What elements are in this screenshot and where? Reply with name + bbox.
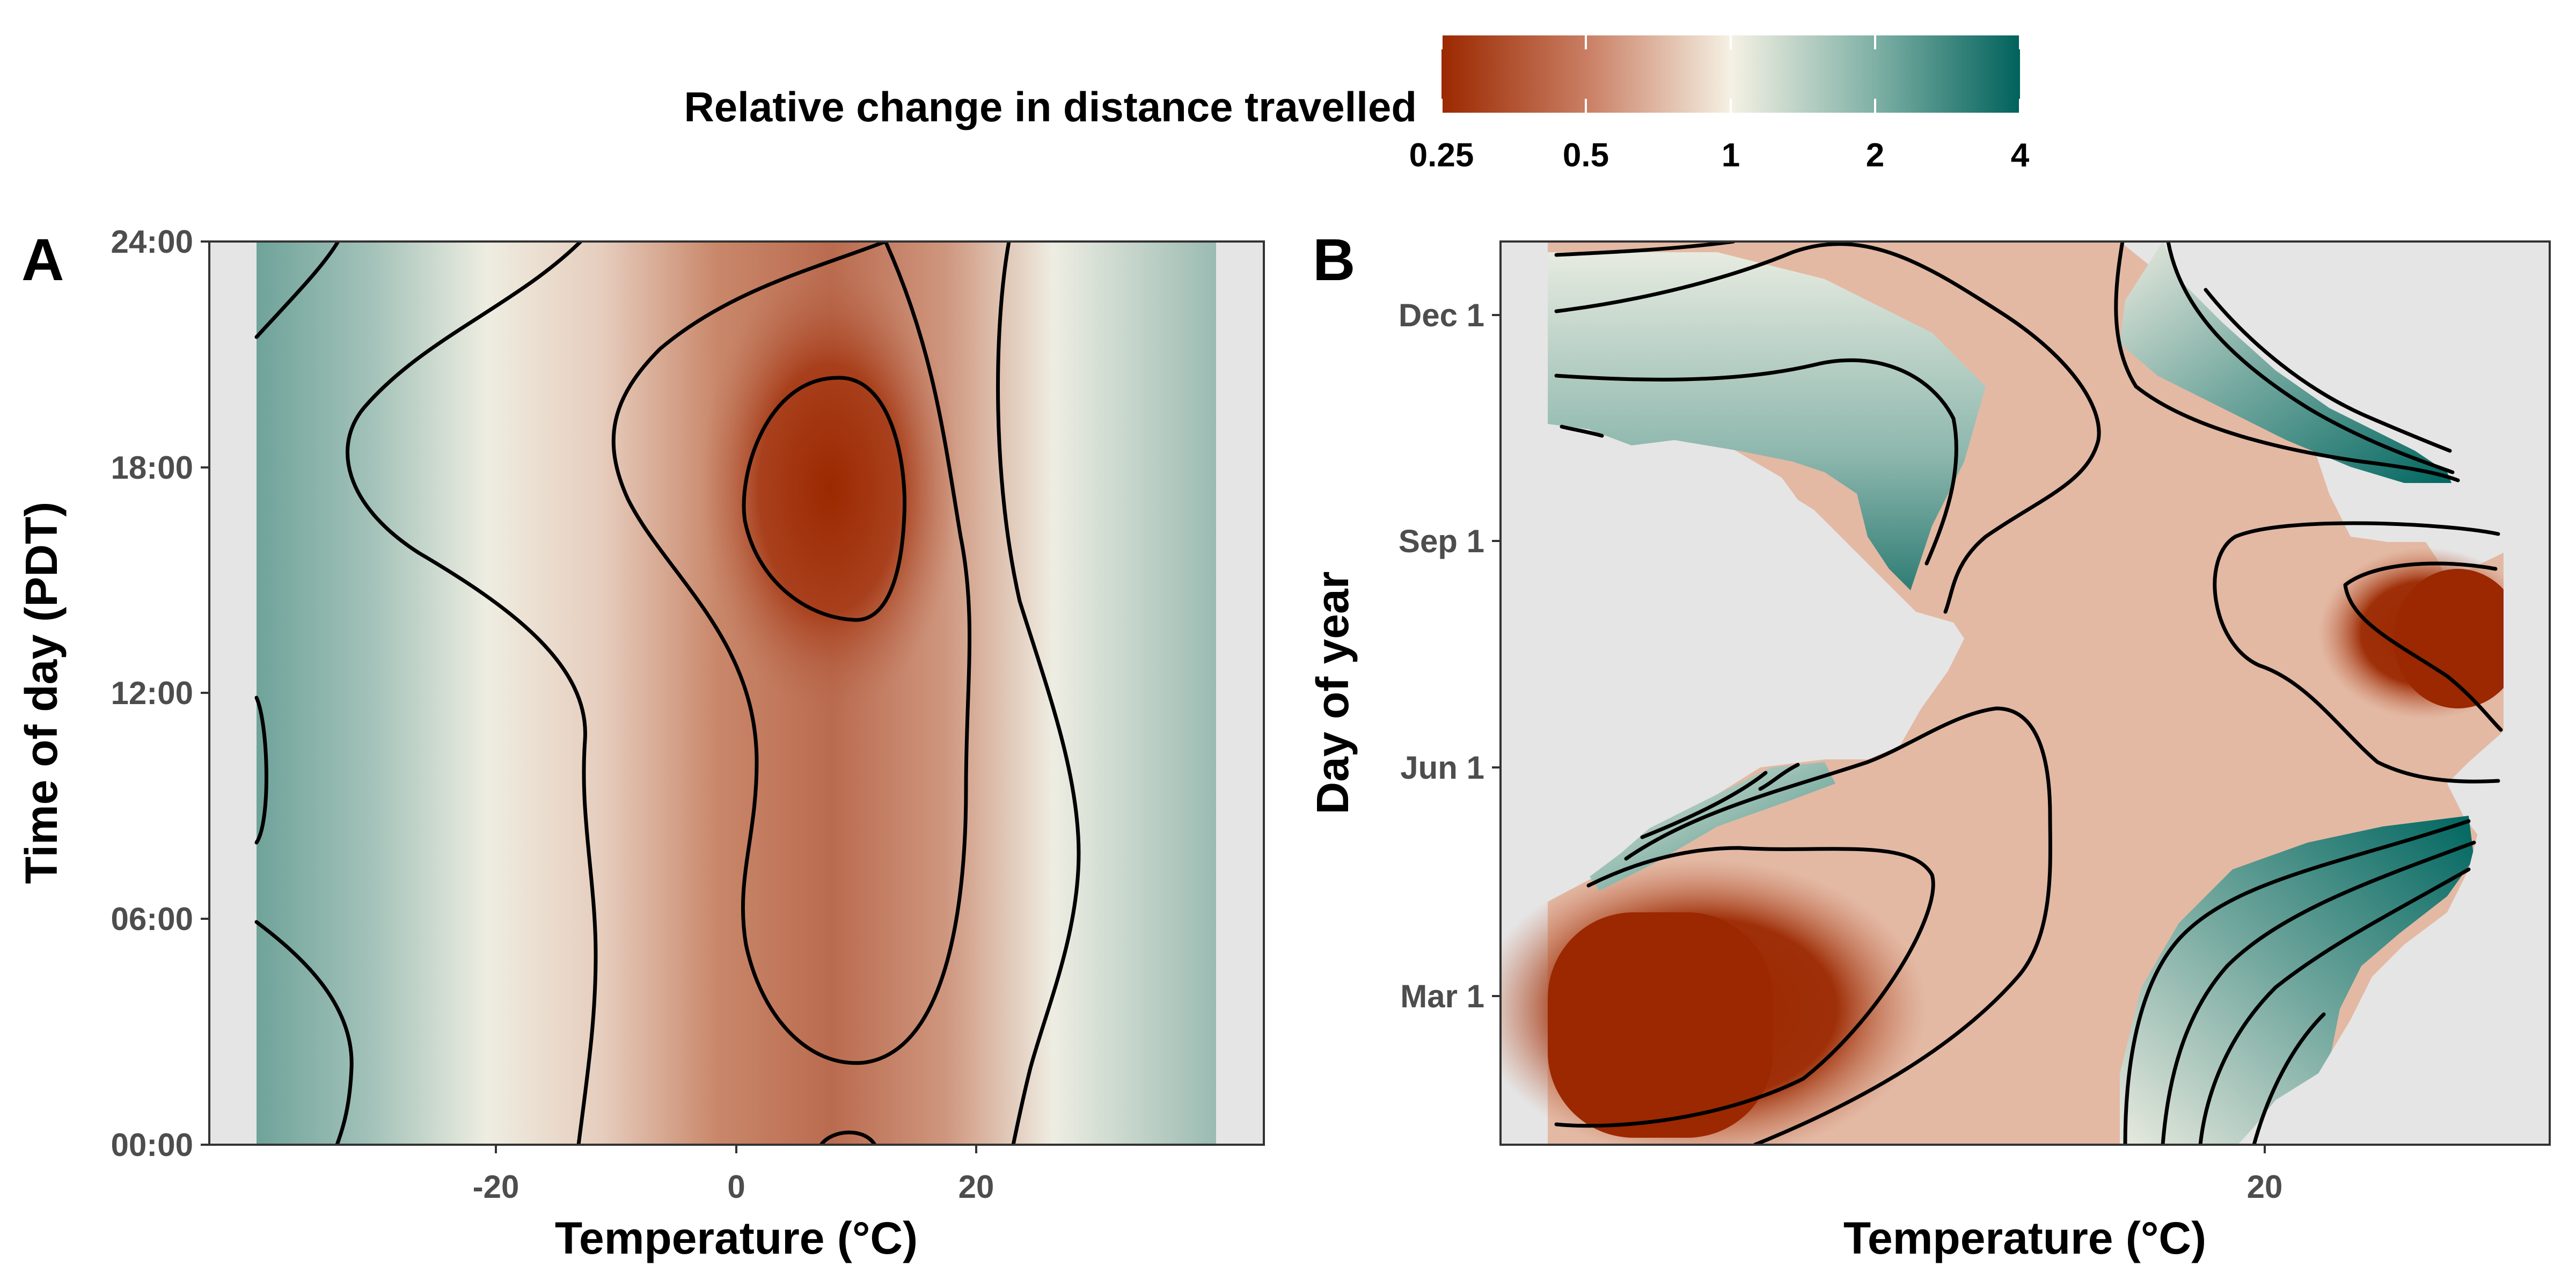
panel-b: B bbox=[1307, 227, 2551, 1263]
a-xtick-0: -20 bbox=[473, 1169, 519, 1205]
a-ytick-2: 12:00 bbox=[111, 675, 193, 711]
b-ytick-1: Jun 1 bbox=[1400, 750, 1484, 786]
a-xtick-2: 20 bbox=[958, 1169, 994, 1205]
contour-a4 bbox=[346, 241, 598, 1145]
legend-title: Relative change in distance travelled bbox=[684, 83, 1417, 130]
colorbar-ticks bbox=[1440, 35, 2021, 113]
b-xlabel: Temperature (°C) bbox=[1843, 1213, 2206, 1263]
panel-b-teal-spring-warm bbox=[2120, 816, 2474, 1145]
panel-a-peak bbox=[701, 263, 958, 714]
legend-label-1: 0.5 bbox=[1563, 137, 1609, 174]
panel-b-frame bbox=[1499, 240, 2551, 1146]
contour-b4 bbox=[1560, 425, 1604, 438]
contour-b10 bbox=[1554, 846, 1935, 1128]
panel-a: A 00:00 06:00 12:00 18:00 24:00 bbox=[16, 224, 1265, 1263]
contour-b6 bbox=[2166, 241, 2455, 474]
legend-label-4: 4 bbox=[2011, 137, 2030, 174]
panel-a-yaxis: 00:00 06:00 12:00 18:00 24:00 Time of da… bbox=[16, 224, 209, 1163]
contour-a1 bbox=[254, 241, 340, 339]
colorbar-legend: Relative change in distance travelled 0.… bbox=[684, 35, 2030, 174]
panel-b-teal-autumn-cold bbox=[1548, 252, 1986, 590]
legend-label-3: 2 bbox=[1866, 137, 1884, 174]
contour-b17 bbox=[2252, 1012, 2326, 1145]
panel-b-teal-spring-cold bbox=[1589, 762, 1835, 891]
b-ytick-0: Mar 1 bbox=[1400, 978, 1484, 1014]
contour-b16 bbox=[2198, 867, 2471, 1145]
contour-a5 bbox=[611, 241, 972, 1065]
panel-b-cold-winter-core bbox=[1548, 912, 1773, 1138]
contour-a6 bbox=[742, 376, 906, 622]
panel-a-xaxis: -20 0 20 Temperature (°C) bbox=[473, 1145, 994, 1263]
contour-a3 bbox=[254, 920, 354, 1145]
contour-a2 bbox=[254, 696, 268, 845]
contour-b7 bbox=[2204, 288, 2452, 453]
legend-label-0: 0.25 bbox=[1409, 137, 1474, 174]
contour-a7 bbox=[819, 1130, 877, 1145]
panel-b-na-right-top bbox=[2176, 241, 2550, 542]
panel-b-tag: B bbox=[1313, 227, 1355, 293]
b-xtick-0: 20 bbox=[2247, 1169, 2283, 1205]
a-ylabel: Time of day (PDT) bbox=[16, 502, 67, 884]
panel-b-na-right-mid bbox=[2238, 537, 2550, 1145]
contour-b14 bbox=[2123, 819, 2471, 1145]
contour-b2 bbox=[1554, 242, 2101, 614]
contour-b9 bbox=[2343, 561, 2503, 732]
panel-b-hot-summer-core bbox=[2394, 569, 2522, 708]
panel-b-yaxis: Mar 1 Jun 1 Sep 1 Dec 1 Day of year bbox=[1307, 297, 1501, 1014]
contour-b5 bbox=[2114, 241, 2460, 482]
contour-b1 bbox=[1554, 241, 1736, 257]
panel-b-na-region bbox=[1548, 424, 1964, 902]
a-xlabel: Temperature (°C) bbox=[555, 1213, 918, 1263]
panel-b-xaxis: 20 Temperature (°C) bbox=[1843, 1145, 2282, 1263]
contour-a8 bbox=[996, 241, 1081, 1145]
b-ytick-3: Dec 1 bbox=[1399, 297, 1484, 333]
a-xtick-1: 0 bbox=[727, 1169, 745, 1205]
contour-b8 bbox=[2213, 521, 2500, 784]
contour-b15 bbox=[2161, 840, 2476, 1145]
contour-b3 bbox=[1554, 358, 1958, 566]
contour-b12 bbox=[1640, 771, 1768, 839]
b-ytick-2: Sep 1 bbox=[1399, 523, 1484, 559]
a-ytick-4: 24:00 bbox=[111, 224, 193, 260]
b-ylabel: Day of year bbox=[1307, 572, 1358, 815]
contour-b11 bbox=[1624, 706, 2052, 1145]
a-ytick-0: 00:00 bbox=[111, 1127, 193, 1163]
panel-b-teal-autumn-warm bbox=[2120, 241, 2458, 483]
a-ytick-3: 18:00 bbox=[111, 450, 193, 486]
a-ytick-1: 06:00 bbox=[111, 901, 193, 937]
legend-label-2: 1 bbox=[1722, 137, 1740, 174]
contour-b13 bbox=[1758, 763, 1800, 791]
panel-a-tag: A bbox=[21, 227, 64, 293]
